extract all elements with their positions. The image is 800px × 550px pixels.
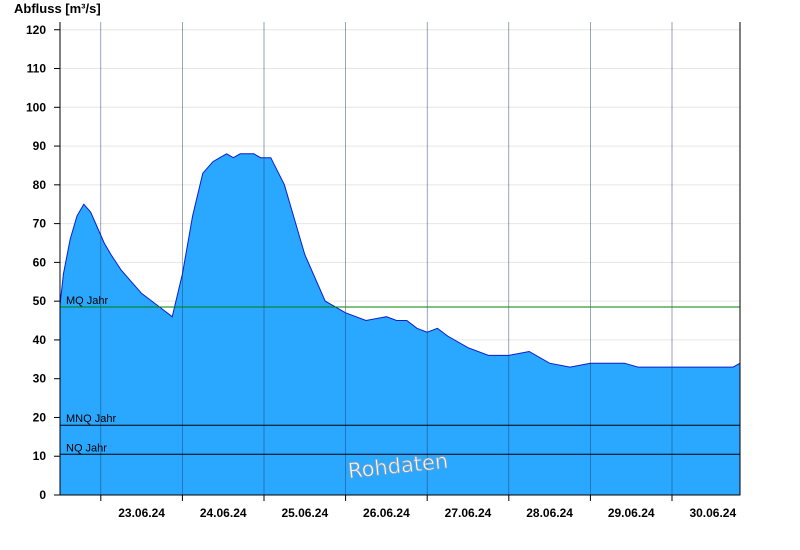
y-tick-label: 40	[33, 333, 47, 347]
x-tick-label: 24.06.24	[200, 506, 247, 520]
y-tick-label: 0	[39, 488, 46, 502]
day-divider-lines	[100, 22, 673, 495]
x-tick-label: 30.06.24	[689, 506, 736, 520]
y-tick-label: 60	[33, 255, 47, 269]
axes	[59, 22, 741, 496]
x-tick-label: 26.06.24	[363, 506, 410, 520]
discharge-area	[59, 153, 741, 496]
y-tick-label: 90	[33, 139, 47, 153]
x-tick-label: 27.06.24	[445, 506, 492, 520]
x-tick-label: 28.06.24	[526, 506, 573, 520]
y-tick-label: 110	[27, 62, 47, 76]
reference-line-label: MNQ Jahr	[66, 413, 116, 425]
y-ticks: 0 10 20 30 40 50 60 70 80 90 100 110 120	[26, 23, 60, 502]
y-tick-label: 30	[33, 372, 47, 386]
y-axis-title: Abfluss [m³/s]	[14, 1, 101, 16]
y-tick-label: 10	[33, 449, 47, 463]
x-tick-label: 25.06.24	[281, 506, 328, 520]
y-tick-label: 120	[26, 23, 46, 37]
y-tick-label: 100	[26, 100, 46, 114]
y-tick-label: 20	[33, 410, 47, 424]
x-tick-label: 23.06.24	[118, 506, 165, 520]
x-tick-label: 29.06.24	[608, 506, 655, 520]
reference-lines: MQ Jahr MNQ Jahr NQ Jahr	[60, 295, 740, 455]
x-ticks: 23.06.24 24.06.24 25.06.24 26.06.24 27.06.24…	[100, 495, 736, 520]
y-tick-label: 70	[33, 217, 47, 231]
y-tick-label: 80	[33, 178, 47, 192]
reference-line-label: NQ Jahr	[66, 442, 107, 454]
reference-line-label: MQ Jahr	[66, 295, 109, 307]
y-tick-label: 50	[33, 294, 47, 308]
